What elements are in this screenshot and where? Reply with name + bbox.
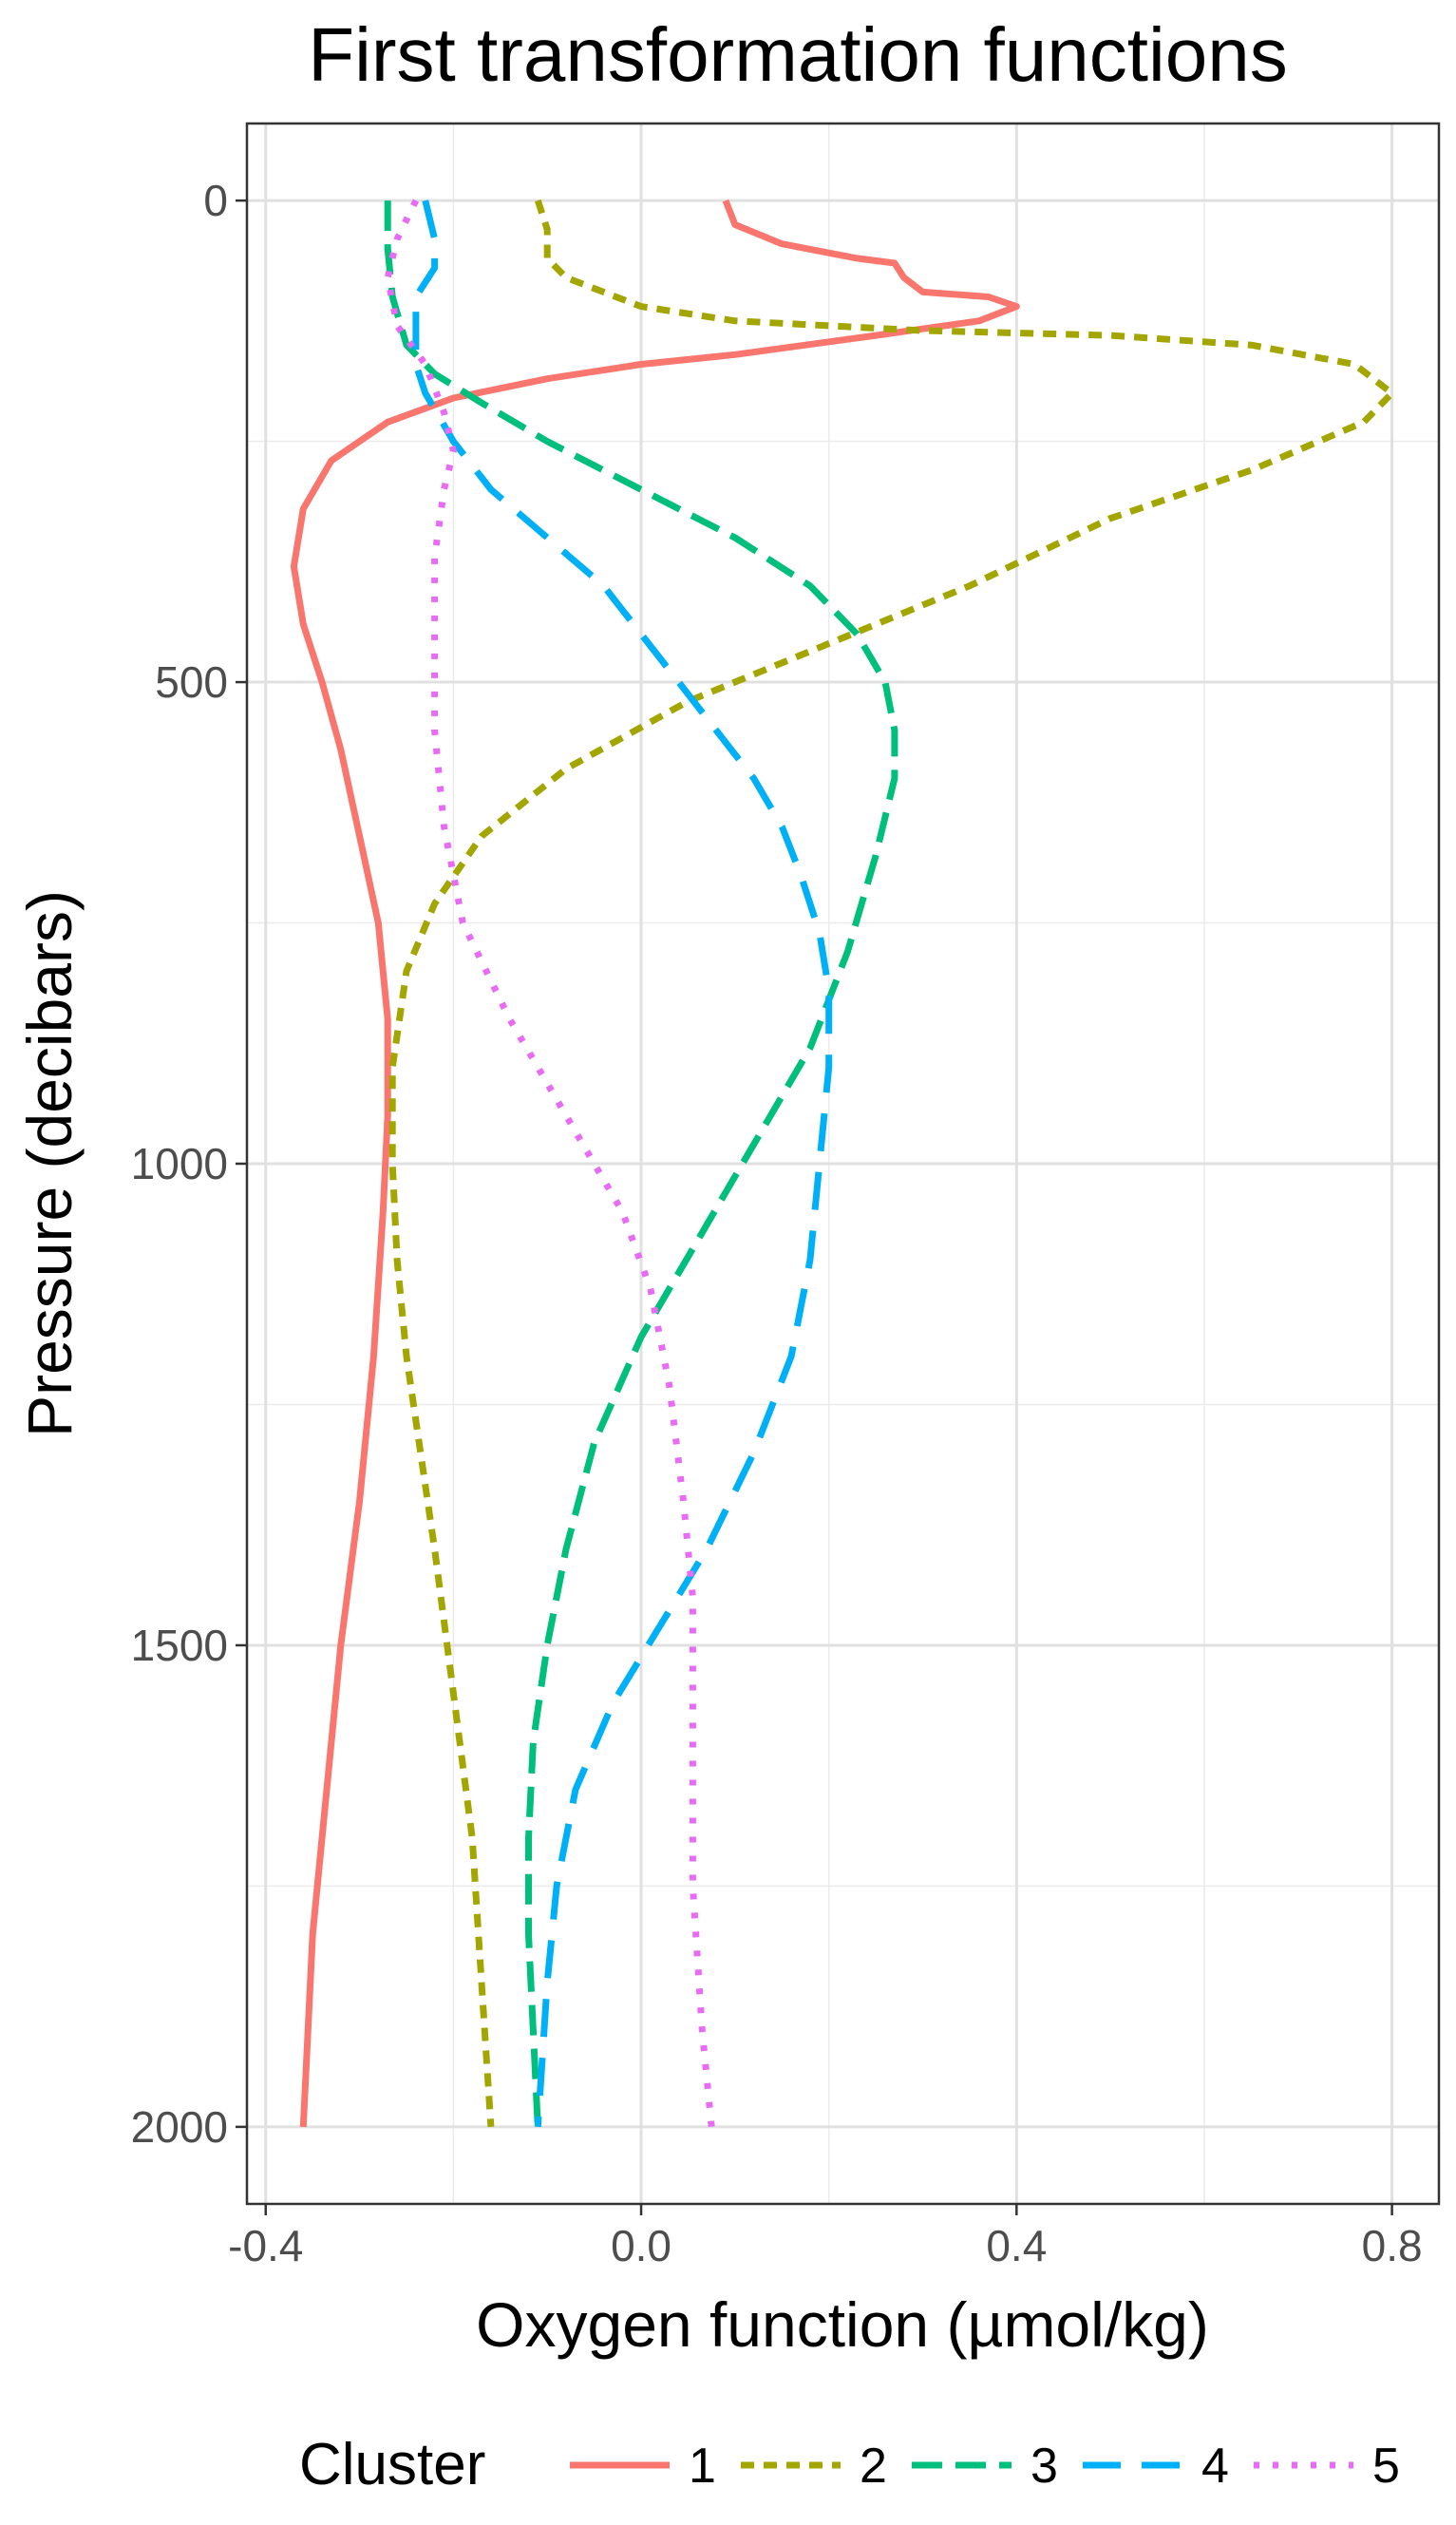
chart-title: First transformation functions [308,12,1287,97]
series-line-cluster-3 [384,200,898,2128]
x-tick-label: 0.4 [986,2221,1047,2270]
x-tick-label: -0.4 [228,2221,303,2270]
y-tick-label: 1000 [131,1139,228,1188]
y-tick-label: 500 [155,657,228,707]
y-axis-title: Pressure (decibars) [14,890,85,1437]
legend-label-cluster-1: 1 [689,2439,716,2494]
y-tick-label: 2000 [131,2102,228,2152]
x-axis-title: Oxygen function (µmol/kg) [476,2289,1209,2360]
series-line-cluster-5 [384,199,715,2128]
x-tick-label: 0.0 [611,2221,671,2270]
legend-label-cluster-3: 3 [1031,2439,1058,2494]
legend-title: Cluster [299,2432,485,2497]
legend-label-cluster-2: 2 [860,2439,887,2494]
series-line-cluster-4 [412,199,833,2128]
legend-label-cluster-4: 4 [1201,2439,1229,2494]
grid [247,123,1439,2204]
series-line-cluster-1 [290,199,1020,2128]
axes: -0.4 0.0 0.4 0.8 0 500 1000 1500 2000 [131,176,1423,2270]
x-tick-label: 0.8 [1362,2221,1423,2270]
legend-label-cluster-5: 5 [1372,2439,1400,2494]
legend: Cluster 1 2 3 4 5 [299,2432,1400,2497]
series-line-cluster-2 [388,199,1396,2128]
series-lines [290,199,1396,2128]
y-tick-label: 0 [203,176,228,225]
y-tick-label: 1500 [131,1621,228,1670]
